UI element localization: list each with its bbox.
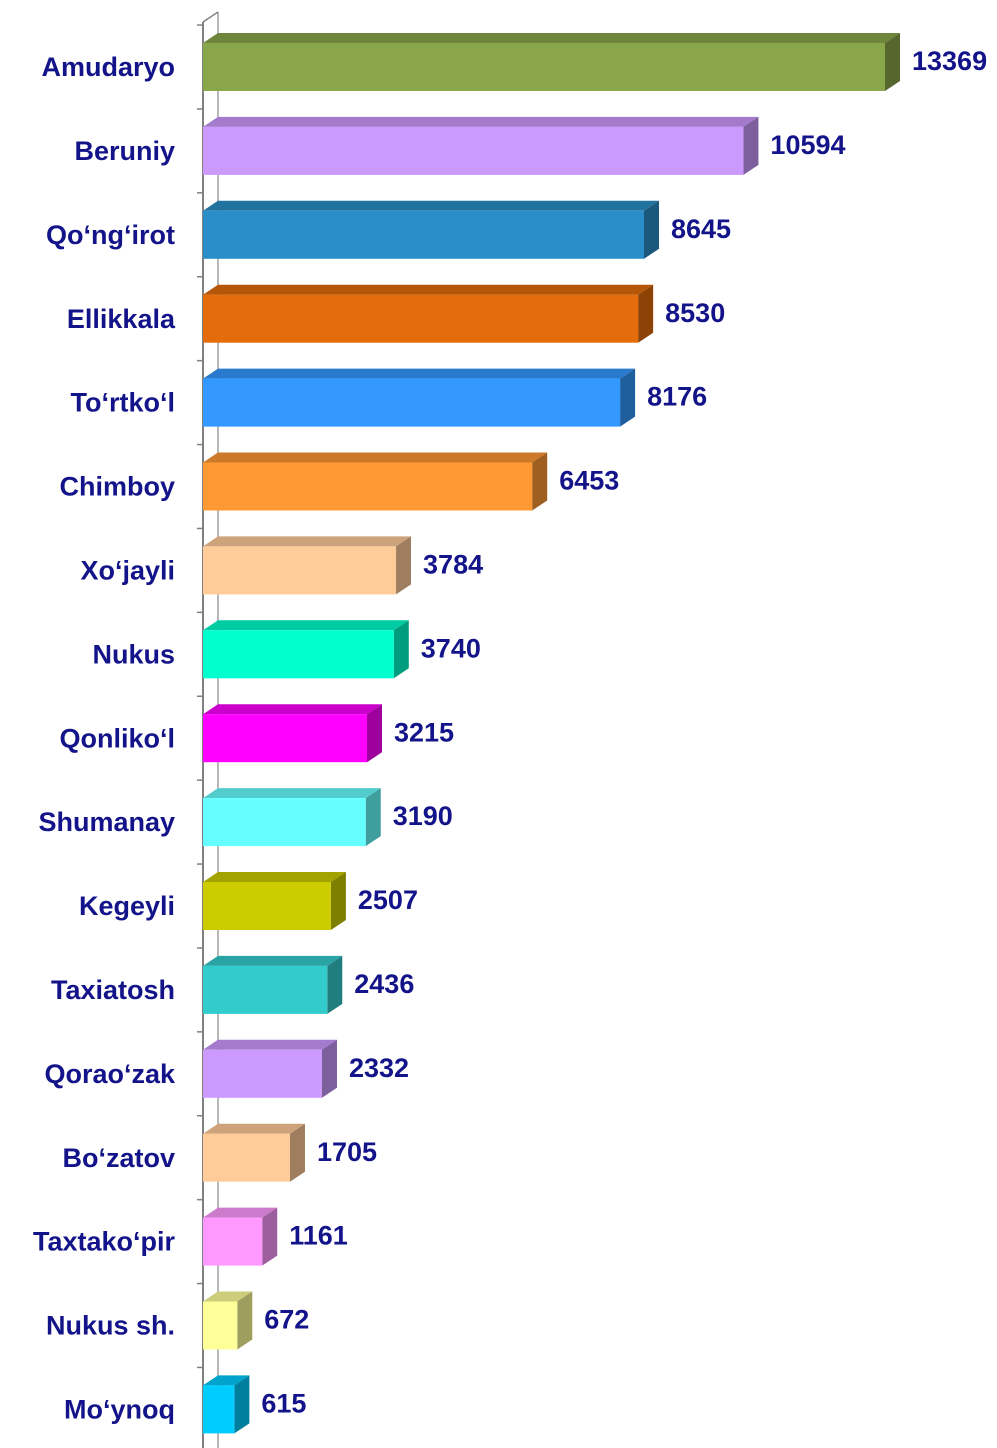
category-label: Taxtako‘pir <box>33 1227 176 1257</box>
bar-side <box>330 872 346 930</box>
value-label: 1161 <box>289 1221 348 1251</box>
bar-top <box>203 1123 305 1134</box>
value-label: 2332 <box>349 1053 409 1083</box>
bar <box>203 1385 235 1434</box>
bar-side <box>365 788 381 847</box>
category-label: Xo‘jayli <box>80 556 175 586</box>
value-label: 615 <box>261 1389 306 1419</box>
value-label: 3190 <box>393 801 453 831</box>
bar-side <box>396 536 412 595</box>
bar-side <box>620 368 636 427</box>
bar-top <box>203 368 636 379</box>
bar-side <box>393 620 409 679</box>
value-label: 3784 <box>423 550 483 580</box>
category-label: Qorao‘zak <box>44 1059 176 1089</box>
category-label: Beruniy <box>74 136 175 166</box>
bar-top <box>203 1375 250 1386</box>
bar <box>203 462 533 511</box>
bar-side <box>743 116 759 175</box>
bar-side <box>644 200 660 259</box>
bar-top <box>203 116 759 127</box>
category-label: Qo‘ng‘irot <box>46 220 175 250</box>
value-label: 6453 <box>559 466 619 496</box>
bar <box>203 714 368 763</box>
value-label: 1705 <box>317 1137 377 1167</box>
value-label: 10594 <box>770 130 845 160</box>
bar <box>203 798 366 847</box>
bar <box>203 1301 238 1350</box>
category-label: Nukus <box>92 639 175 669</box>
bar-top <box>203 872 346 882</box>
value-label: 13369 <box>912 46 987 76</box>
bar-side <box>638 284 654 343</box>
axis-edge <box>202 11 219 23</box>
bar <box>203 546 397 595</box>
category-label: Chimboy <box>59 472 175 502</box>
bar-top <box>203 284 654 295</box>
bar-top <box>203 452 548 463</box>
value-label: 2507 <box>358 885 418 915</box>
bar-top <box>203 536 412 547</box>
category-label: Taxiatosh <box>51 975 175 1005</box>
bar <box>203 630 394 679</box>
value-label: 8645 <box>671 214 731 244</box>
bar-top <box>203 1039 337 1050</box>
bar-top <box>203 788 381 799</box>
category-label: Shumanay <box>38 807 175 837</box>
bar-side <box>234 1375 250 1434</box>
bar-side <box>327 955 343 1014</box>
bar-side <box>367 704 383 763</box>
category-label: Qonliko‘l <box>59 723 175 753</box>
category-label: Ellikkala <box>67 304 176 334</box>
category-label: Amudaryo <box>41 52 175 82</box>
category-label: To‘rtko‘l <box>71 388 176 418</box>
bar <box>203 294 639 343</box>
bar <box>203 965 328 1014</box>
value-label: 672 <box>264 1305 309 1335</box>
bar-side <box>289 1123 305 1182</box>
bar-top <box>203 704 383 715</box>
category-label: Mo‘ynoq <box>64 1395 175 1425</box>
bar-side <box>262 1207 278 1266</box>
category-label: Nukus sh. <box>46 1311 175 1341</box>
bar-top <box>203 33 900 43</box>
bar-side <box>321 1039 337 1098</box>
bar <box>203 1049 322 1098</box>
bar-top <box>203 955 343 966</box>
bar <box>203 1133 290 1182</box>
bar-side <box>885 33 900 91</box>
value-label: 3740 <box>421 633 481 663</box>
bar-top <box>203 1291 253 1302</box>
bar <box>203 210 645 259</box>
bar-top <box>203 200 660 211</box>
bar-side <box>237 1291 253 1350</box>
value-label: 3215 <box>394 717 454 747</box>
value-label: 8530 <box>665 298 725 328</box>
bar-side <box>532 452 548 511</box>
bar <box>203 43 885 91</box>
value-label: 2436 <box>354 969 414 999</box>
bar-top <box>203 1207 278 1218</box>
bar <box>203 126 744 175</box>
category-label: Bo‘zatov <box>62 1143 175 1173</box>
bar <box>203 882 331 930</box>
value-label: 8176 <box>647 382 707 412</box>
category-label: Kegeyli <box>79 891 175 921</box>
bar-top <box>203 620 409 631</box>
bar <box>203 1217 263 1266</box>
bar <box>203 378 621 427</box>
